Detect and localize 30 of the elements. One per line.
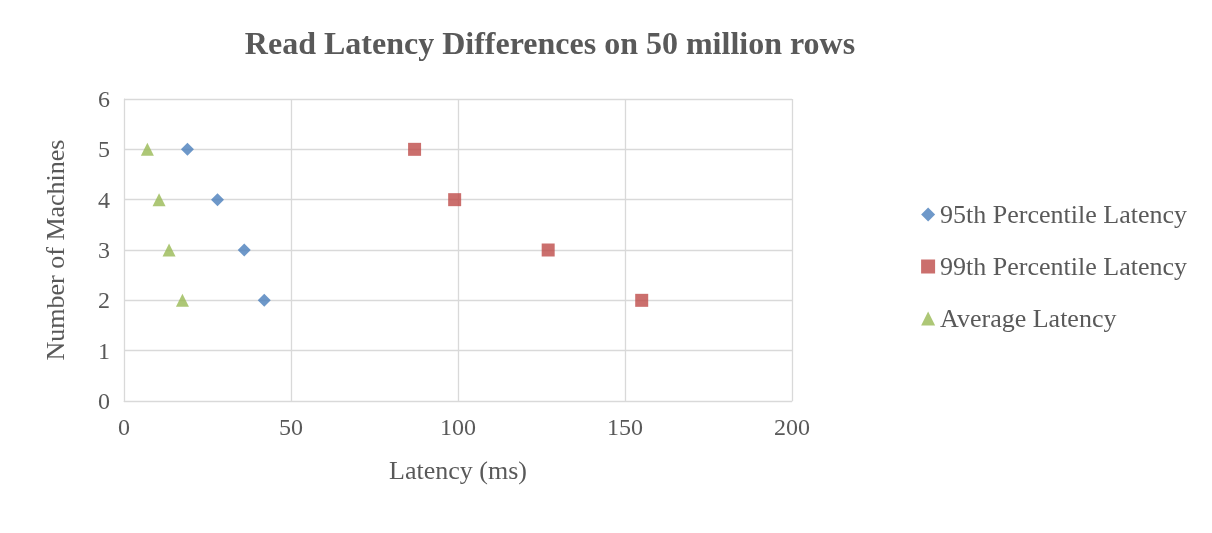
x-tick-label: 0 — [118, 414, 130, 440]
y-axis-title: Number of Machines — [40, 139, 70, 361]
point — [211, 193, 225, 207]
legend-label: 95th Percentile Latency — [940, 200, 1188, 229]
x-tick-label: 150 — [607, 414, 643, 440]
chart-title: Read Latency Differences on 50 million rows — [244, 25, 856, 61]
point — [408, 142, 422, 156]
point — [140, 142, 154, 156]
y-tick-label: 0 — [98, 388, 110, 414]
point — [448, 193, 462, 207]
y-tick-label: 4 — [98, 186, 110, 213]
point — [237, 243, 251, 257]
y-tick-label: 5 — [98, 136, 110, 163]
point — [635, 293, 649, 307]
y-tick-label: 6 — [98, 86, 110, 112]
point — [162, 243, 176, 257]
y-tick-label: 1 — [98, 337, 110, 364]
point — [152, 193, 166, 207]
x-tick-label: 200 — [774, 414, 810, 440]
y-tick-label: 3 — [98, 237, 110, 263]
point — [175, 293, 189, 307]
legend-label: 99th Percentile Latency — [940, 252, 1188, 281]
point — [257, 293, 271, 307]
y-tick-label: 2 — [98, 287, 110, 314]
x-tick-label: 50 — [279, 414, 303, 440]
point — [541, 243, 555, 257]
point — [180, 142, 194, 156]
x-tick-label: 100 — [440, 414, 476, 440]
x-axis-title: Latency (ms) — [389, 455, 527, 485]
legend-label: Average Latency — [940, 304, 1117, 333]
